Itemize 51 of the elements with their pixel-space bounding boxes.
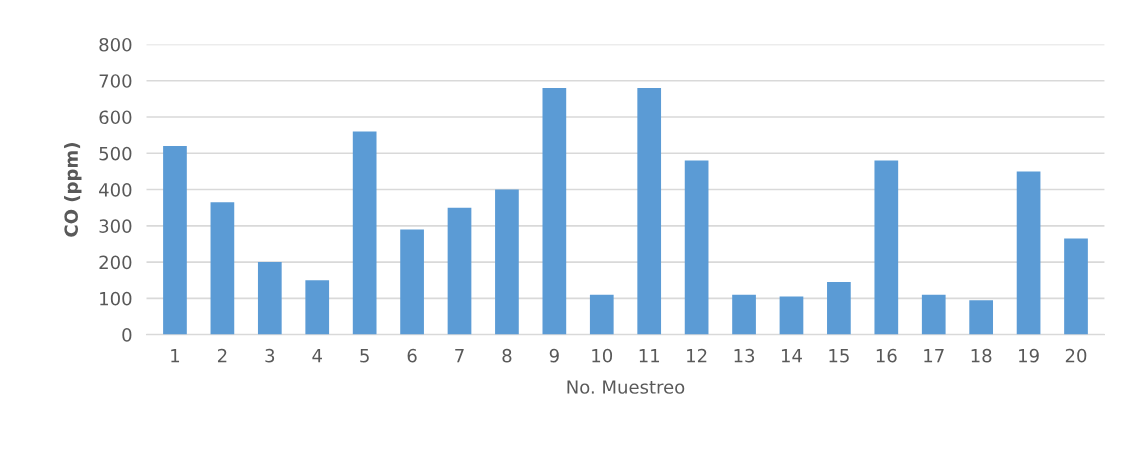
bar xyxy=(447,207,472,335)
y-tick-label: 0 xyxy=(122,328,132,342)
bar xyxy=(400,229,424,335)
y-tick-label: 500 xyxy=(99,146,132,161)
bar xyxy=(1016,171,1041,335)
bar xyxy=(542,87,567,335)
x-tick-label: 11 xyxy=(639,349,660,363)
bar xyxy=(352,131,377,335)
bar xyxy=(684,160,709,335)
bar xyxy=(732,294,756,335)
x-tick-label: 10 xyxy=(592,348,613,363)
x-tick-label: 6 xyxy=(407,348,417,363)
bar xyxy=(969,300,994,335)
bar xyxy=(921,294,946,335)
bar xyxy=(495,189,519,335)
y-tick-label: 400 xyxy=(99,183,132,197)
y-tick-label: 300 xyxy=(99,219,132,233)
x-tick-label: 19 xyxy=(1019,348,1039,363)
x-tick-label: 14 xyxy=(781,349,802,363)
bar xyxy=(637,87,662,335)
y-axis-title: CO (ppm) xyxy=(64,143,82,237)
bar xyxy=(779,296,804,335)
x-tick-label: 8 xyxy=(502,348,512,363)
x-tick-label: 9 xyxy=(549,348,559,363)
bar xyxy=(257,262,282,335)
bar xyxy=(874,160,899,335)
y-tick-label: 200 xyxy=(99,255,132,270)
x-tick-label: 20 xyxy=(1065,348,1087,363)
bar xyxy=(1064,238,1088,335)
bar xyxy=(163,146,187,335)
x-tick-label: 7 xyxy=(455,349,464,363)
bar xyxy=(827,282,851,335)
x-tick-label: 4 xyxy=(312,349,322,363)
y-tick-label: 600 xyxy=(99,110,132,125)
bar xyxy=(589,294,614,335)
bar xyxy=(210,202,235,335)
x-tick-label: 18 xyxy=(971,348,992,363)
y-tick-label: 100 xyxy=(100,291,132,306)
x-tick-label: 16 xyxy=(876,348,897,363)
x-tick-label: 12 xyxy=(687,348,707,363)
x-axis-title: No. Muestreo xyxy=(567,380,685,394)
x-tick-label: 17 xyxy=(924,349,944,363)
bar xyxy=(305,280,330,335)
y-tick-label: 800 xyxy=(99,37,132,52)
x-tick-label: 1 xyxy=(171,349,180,363)
x-tick-label: 2 xyxy=(217,348,227,363)
y-tick-label: 700 xyxy=(99,74,132,88)
x-tick-label: 3 xyxy=(265,348,275,363)
x-tick-label: 13 xyxy=(734,348,755,363)
x-tick-label: 5 xyxy=(360,349,369,363)
x-tick-label: 15 xyxy=(829,349,849,363)
